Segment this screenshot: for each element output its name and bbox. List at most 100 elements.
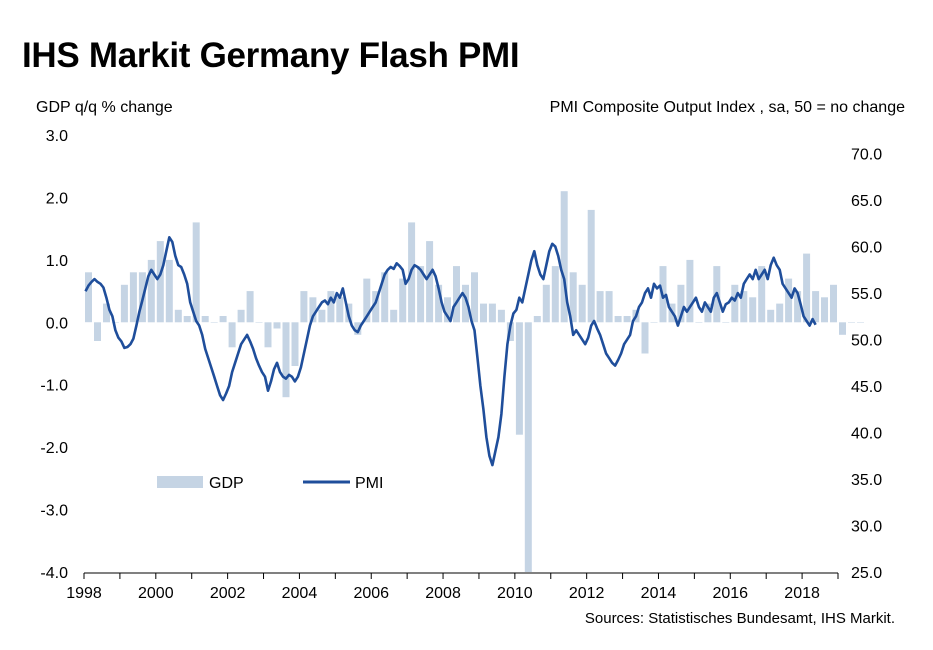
left-tick-label: -2.0 bbox=[40, 440, 68, 457]
gdp-bar bbox=[848, 322, 855, 323]
gdp-bar bbox=[300, 291, 308, 323]
gdp-bar bbox=[605, 291, 613, 323]
gdp-bar bbox=[192, 222, 200, 323]
gdp-bar bbox=[372, 291, 380, 323]
gdp-bar bbox=[174, 309, 182, 323]
gdp-bar bbox=[417, 266, 425, 323]
right-tick-label: 40.0 bbox=[851, 426, 882, 443]
gdp-bar bbox=[282, 322, 290, 398]
gdp-bar bbox=[129, 272, 137, 323]
gdp-bar bbox=[399, 278, 407, 323]
gdp-bar bbox=[363, 278, 371, 323]
pmi-line bbox=[84, 236, 817, 467]
gdp-bar bbox=[327, 291, 335, 323]
left-tick-label: -3.0 bbox=[40, 503, 68, 520]
gdp-bar bbox=[354, 322, 362, 335]
right-tick-label: 45.0 bbox=[851, 379, 882, 396]
left-axis-label: GDP q/q % change bbox=[36, 99, 173, 116]
x-tick-label: 2010 bbox=[497, 585, 533, 602]
gdp-bar bbox=[480, 303, 487, 323]
right-tick-label: 30.0 bbox=[851, 519, 882, 536]
left-tick-label: 3.0 bbox=[46, 128, 68, 145]
left-tick-label: 1.0 bbox=[46, 253, 68, 270]
gdp-bar bbox=[821, 297, 828, 323]
gdp-bar bbox=[524, 322, 532, 572]
left-tick-label: -4.0 bbox=[40, 565, 68, 582]
right-tick-label: 65.0 bbox=[851, 193, 882, 210]
gdp-bar bbox=[309, 297, 317, 323]
gdp-bar bbox=[731, 284, 739, 323]
gdp-bar bbox=[497, 309, 505, 323]
x-tick-label: 2016 bbox=[712, 585, 748, 602]
legend-gdp-swatch bbox=[157, 476, 203, 488]
source-note: Sources: Statistisches Bundesamt, IHS Ma… bbox=[584, 610, 895, 627]
gdp-bar bbox=[767, 309, 775, 323]
gdp-bar bbox=[695, 322, 703, 323]
gdp-bar bbox=[264, 322, 272, 348]
gdp-bar bbox=[381, 272, 389, 323]
right-tick-label: 60.0 bbox=[851, 240, 882, 257]
left-tick-label: -1.0 bbox=[40, 378, 68, 395]
x-tick-label: 2018 bbox=[784, 585, 820, 602]
x-axis: 1998 2000 2002 2004 2006 2008 2010 2012 2014 2016… bbox=[66, 572, 839, 602]
gdp-bar bbox=[183, 316, 191, 323]
gdp-bar bbox=[560, 191, 568, 323]
x-tick-label: 2006 bbox=[353, 585, 389, 602]
gdp-bar bbox=[453, 266, 460, 323]
x-tick-label: 2014 bbox=[641, 585, 677, 602]
x-tick-label: 2008 bbox=[425, 585, 461, 602]
gdp-bar bbox=[578, 284, 586, 323]
gdp-bar bbox=[776, 303, 784, 323]
gdp-bar bbox=[785, 278, 793, 323]
x-tick-label: 2002 bbox=[210, 585, 246, 602]
pmi-line-group bbox=[84, 236, 817, 467]
legend-gdp-label: GDP bbox=[209, 475, 244, 492]
gdp-bar bbox=[237, 309, 245, 323]
left-tick-label: 2.0 bbox=[46, 190, 68, 207]
right-axis-label: PMI Composite Output Index , sa, 50 = no… bbox=[549, 99, 905, 116]
gdp-bar bbox=[103, 303, 110, 323]
chart-title: IHS Markit Germany Flash PMI bbox=[22, 36, 520, 75]
gdp-bar bbox=[533, 316, 541, 323]
x-tick-label: 2012 bbox=[569, 585, 605, 602]
gdp-bar bbox=[471, 272, 478, 323]
gdp-bar bbox=[201, 316, 209, 323]
x-tick-label: 2000 bbox=[138, 585, 174, 602]
gdp-bar bbox=[156, 241, 164, 323]
gdp-bar bbox=[111, 322, 119, 323]
right-tick-label: 70.0 bbox=[851, 147, 882, 164]
legend: GDP PMI bbox=[157, 475, 383, 492]
gdp-bar bbox=[219, 316, 227, 323]
gdp-bar bbox=[569, 272, 577, 323]
right-tick-label: 50.0 bbox=[851, 333, 882, 350]
gdp-bar bbox=[857, 322, 864, 323]
gdp-bar bbox=[210, 322, 218, 323]
gdp-bar bbox=[462, 284, 469, 323]
gdp-bar bbox=[542, 284, 550, 323]
gdp-bar bbox=[228, 322, 236, 348]
gdp-bars bbox=[85, 191, 864, 572]
gdp-bar bbox=[758, 266, 766, 323]
gdp-bar bbox=[444, 297, 451, 323]
gdp-bar bbox=[812, 291, 820, 323]
gdp-bar bbox=[246, 291, 254, 323]
x-tick-label: 1998 bbox=[66, 585, 102, 602]
right-tick-label: 35.0 bbox=[851, 472, 882, 489]
gdp-bar bbox=[614, 316, 622, 323]
gdp-bar bbox=[722, 322, 730, 323]
gdp-bar bbox=[515, 322, 523, 435]
gdp-bar bbox=[390, 309, 398, 323]
gdp-bar bbox=[318, 309, 326, 323]
gdp-bar bbox=[165, 259, 173, 323]
gdp-bar bbox=[273, 322, 281, 329]
gdp-bar bbox=[677, 284, 685, 323]
gdp-bar bbox=[749, 297, 757, 323]
gdp-bar bbox=[803, 253, 811, 323]
left-tick-label: 0.0 bbox=[46, 315, 68, 332]
gdp-bar bbox=[336, 297, 344, 323]
gdp-bar bbox=[147, 259, 155, 323]
gdp-bar bbox=[587, 209, 595, 323]
gdp-bar bbox=[426, 241, 434, 323]
gdp-bar bbox=[85, 272, 92, 323]
